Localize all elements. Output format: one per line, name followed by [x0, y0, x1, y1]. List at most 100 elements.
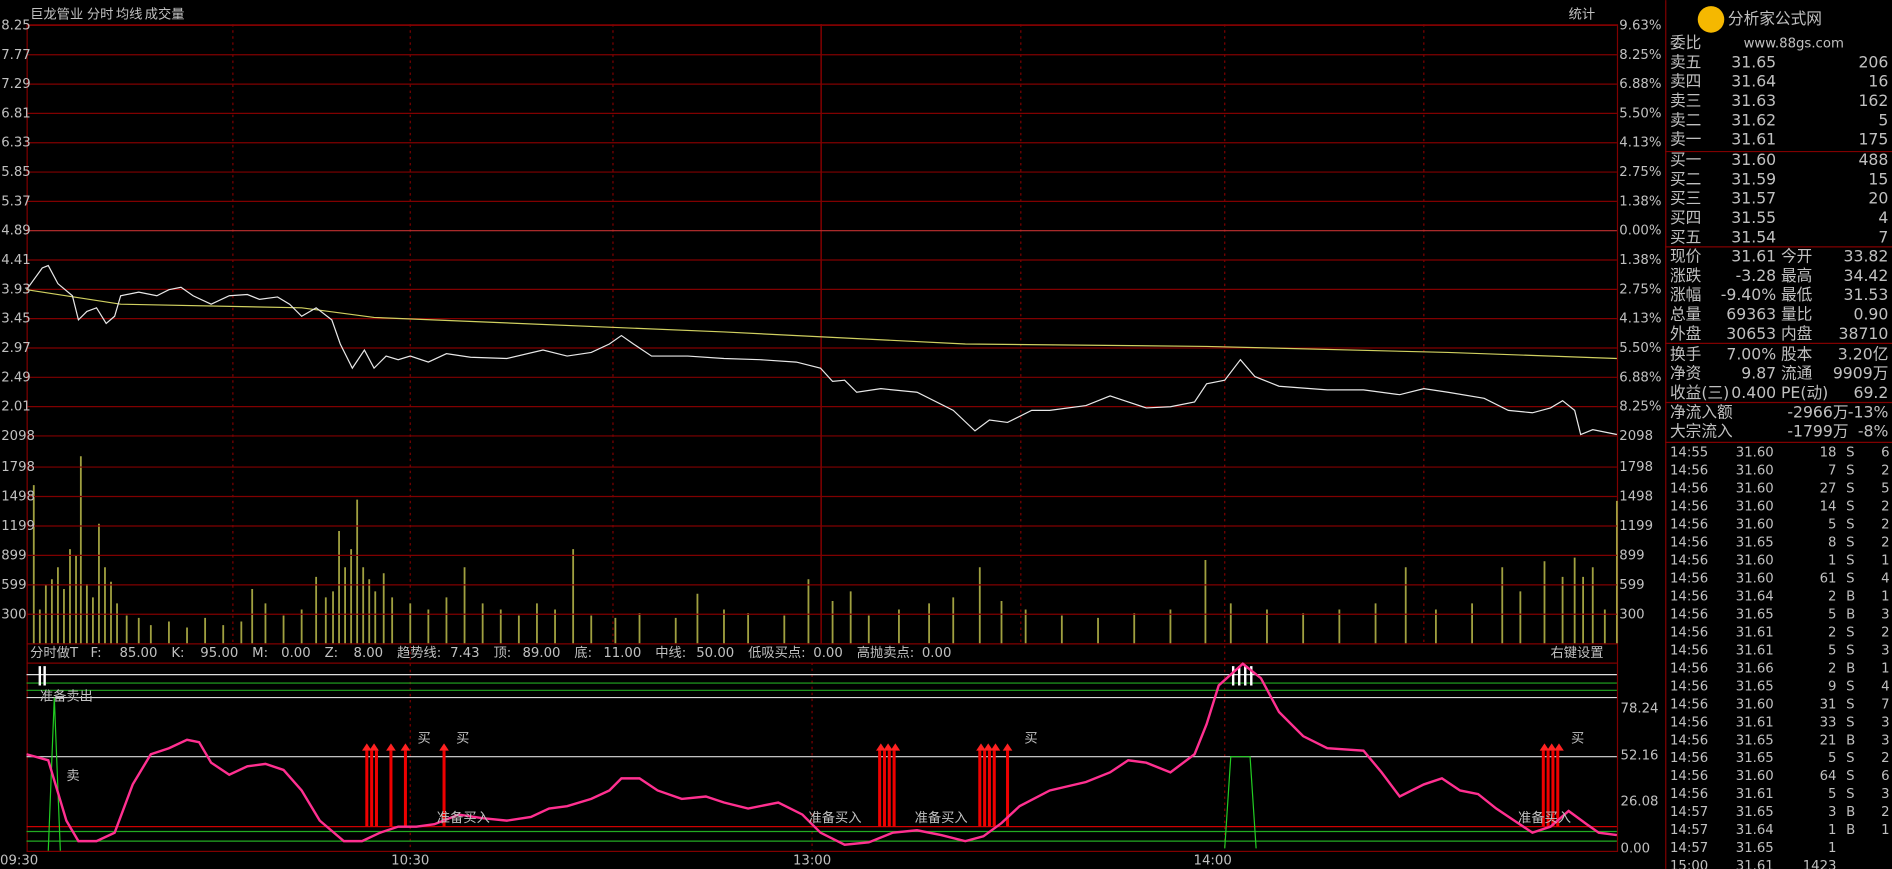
- indicator-curve: [26, 662, 1618, 846]
- indicator-param-value: 7.43: [450, 646, 480, 661]
- indicator-param-label: Z:: [325, 646, 339, 661]
- trade-volume: 3: [1828, 805, 1836, 820]
- trade-time: 14:56: [1670, 607, 1708, 622]
- quote-label: 内盘: [1781, 324, 1812, 343]
- right-axis-label: 2.75%: [1619, 165, 1661, 180]
- indicator-axis-label: 78.24: [1621, 701, 1659, 716]
- trade-count: 3: [1881, 607, 1889, 622]
- trade-side: S: [1846, 535, 1854, 550]
- trade-price: 31.60: [1736, 464, 1774, 479]
- order-volume: 175: [1858, 130, 1888, 149]
- order-book-title: 委比: [1670, 33, 1701, 52]
- trade-price: 31.66: [1736, 661, 1774, 676]
- quote-value: 0.400: [1731, 383, 1776, 402]
- trade-price: 31.60: [1736, 500, 1774, 515]
- trade-count: 5: [1881, 482, 1889, 497]
- order-level: 卖三: [1670, 91, 1701, 110]
- trade-price: 31.61: [1736, 787, 1774, 802]
- order-price: 31.60: [1731, 150, 1776, 169]
- volume-axis-left: 300: [1, 607, 26, 622]
- order-price: 31.64: [1731, 72, 1776, 91]
- indicator-param-label: 低吸买点:: [748, 645, 806, 661]
- order-price: 31.55: [1731, 208, 1776, 227]
- order-level: 卖一: [1670, 130, 1702, 149]
- trade-volume: 2: [1828, 661, 1836, 676]
- flow-value: -1799万: [1787, 422, 1848, 441]
- trade-time: 14:56: [1670, 553, 1708, 568]
- order-price: 31.61: [1731, 130, 1776, 149]
- left-axis-label: 7.29: [1, 77, 31, 92]
- indicator-param-label: 中线:: [655, 645, 686, 661]
- buy-signal: 买: [1024, 731, 1037, 747]
- trade-price: 31.60: [1736, 571, 1774, 586]
- trade-volume: 5: [1828, 518, 1836, 533]
- trade-side: S: [1846, 500, 1854, 515]
- trade-side: S: [1846, 464, 1854, 479]
- quote-label: 总量: [1670, 305, 1701, 324]
- trade-count: 2: [1881, 518, 1889, 533]
- trade-time: 14:56: [1670, 643, 1708, 658]
- order-price: 31.62: [1731, 110, 1776, 129]
- indicator-param-value: 11.00: [603, 646, 641, 661]
- trade-price: 31.65: [1736, 679, 1774, 694]
- quote-label: 现价: [1670, 247, 1702, 266]
- left-axis-label: 2.97: [1, 341, 31, 356]
- trade-price: 31.61: [1736, 643, 1774, 658]
- trade-time: 14:55: [1670, 446, 1708, 461]
- trade-volume: 18: [1820, 446, 1837, 461]
- order-volume: 16: [1868, 72, 1888, 91]
- indicator-param-value: 8.00: [354, 646, 384, 661]
- trade-side: S: [1846, 643, 1854, 658]
- trade-time: 14:56: [1670, 679, 1708, 694]
- order-volume: 20: [1868, 189, 1888, 208]
- buy-signal: 买: [417, 731, 430, 747]
- trade-time: 14:56: [1670, 625, 1708, 640]
- trade-side: S: [1846, 769, 1854, 784]
- trade-time: 14:56: [1670, 571, 1708, 586]
- quote-value: 7.00%: [1726, 344, 1776, 363]
- average-line: [26, 289, 1617, 360]
- trade-volume: 14: [1820, 500, 1837, 515]
- trade-time: 14:57: [1670, 805, 1708, 820]
- indicator-axis-label: 52.16: [1621, 748, 1659, 763]
- trade-volume: 21: [1820, 733, 1837, 748]
- trade-price: 31.65: [1736, 733, 1774, 748]
- flow-label: 净流入额: [1670, 402, 1733, 421]
- trade-volume: 5: [1828, 607, 1836, 622]
- trade-price: 31.64: [1736, 589, 1774, 604]
- right-axis-label: 4.13%: [1619, 136, 1661, 151]
- quote-label: PE(动): [1781, 383, 1828, 402]
- ready-buy: 准备买入: [808, 809, 861, 826]
- trade-volume: 2: [1828, 625, 1836, 640]
- trade-volume: 5: [1828, 787, 1836, 802]
- left-axis-label: 3.93: [1, 282, 31, 297]
- trade-price: 31.60: [1736, 697, 1774, 712]
- volume-axis-left: 1798: [1, 460, 35, 475]
- trade-price: 31.65: [1736, 841, 1774, 856]
- trade-side: S: [1846, 751, 1854, 766]
- trade-time: 14:57: [1670, 823, 1708, 838]
- quote-value: 31.53: [1844, 285, 1889, 304]
- quote-value: 9909万: [1833, 364, 1889, 383]
- trade-volume: 1: [1828, 823, 1836, 838]
- trade-count: 6: [1881, 769, 1889, 784]
- trade-count: 4: [1881, 679, 1889, 694]
- order-level: 卖四: [1670, 72, 1701, 91]
- ready-buy: 准备买入: [437, 809, 490, 826]
- flow-value: -2966万: [1787, 402, 1848, 421]
- price-line: [26, 264, 1618, 436]
- trade-volume: 7: [1828, 464, 1836, 479]
- logo-url: www.88gs.com: [1744, 37, 1844, 52]
- right-axis-label: 2098: [1619, 429, 1653, 444]
- indicator-param-label: 底:: [574, 645, 592, 661]
- order-volume: 15: [1868, 169, 1888, 188]
- left-axis-label: 7.77: [1, 48, 31, 63]
- time-label: 14:00: [1194, 853, 1232, 868]
- volume-axis-right: 300: [1619, 607, 1644, 622]
- tab: 均线: [116, 7, 143, 23]
- time-label: 09:30: [0, 853, 38, 868]
- quote-value: 3.20亿: [1838, 344, 1889, 363]
- right-axis-label: 9.63%: [1619, 18, 1661, 33]
- trade-time: 14:56: [1670, 751, 1708, 766]
